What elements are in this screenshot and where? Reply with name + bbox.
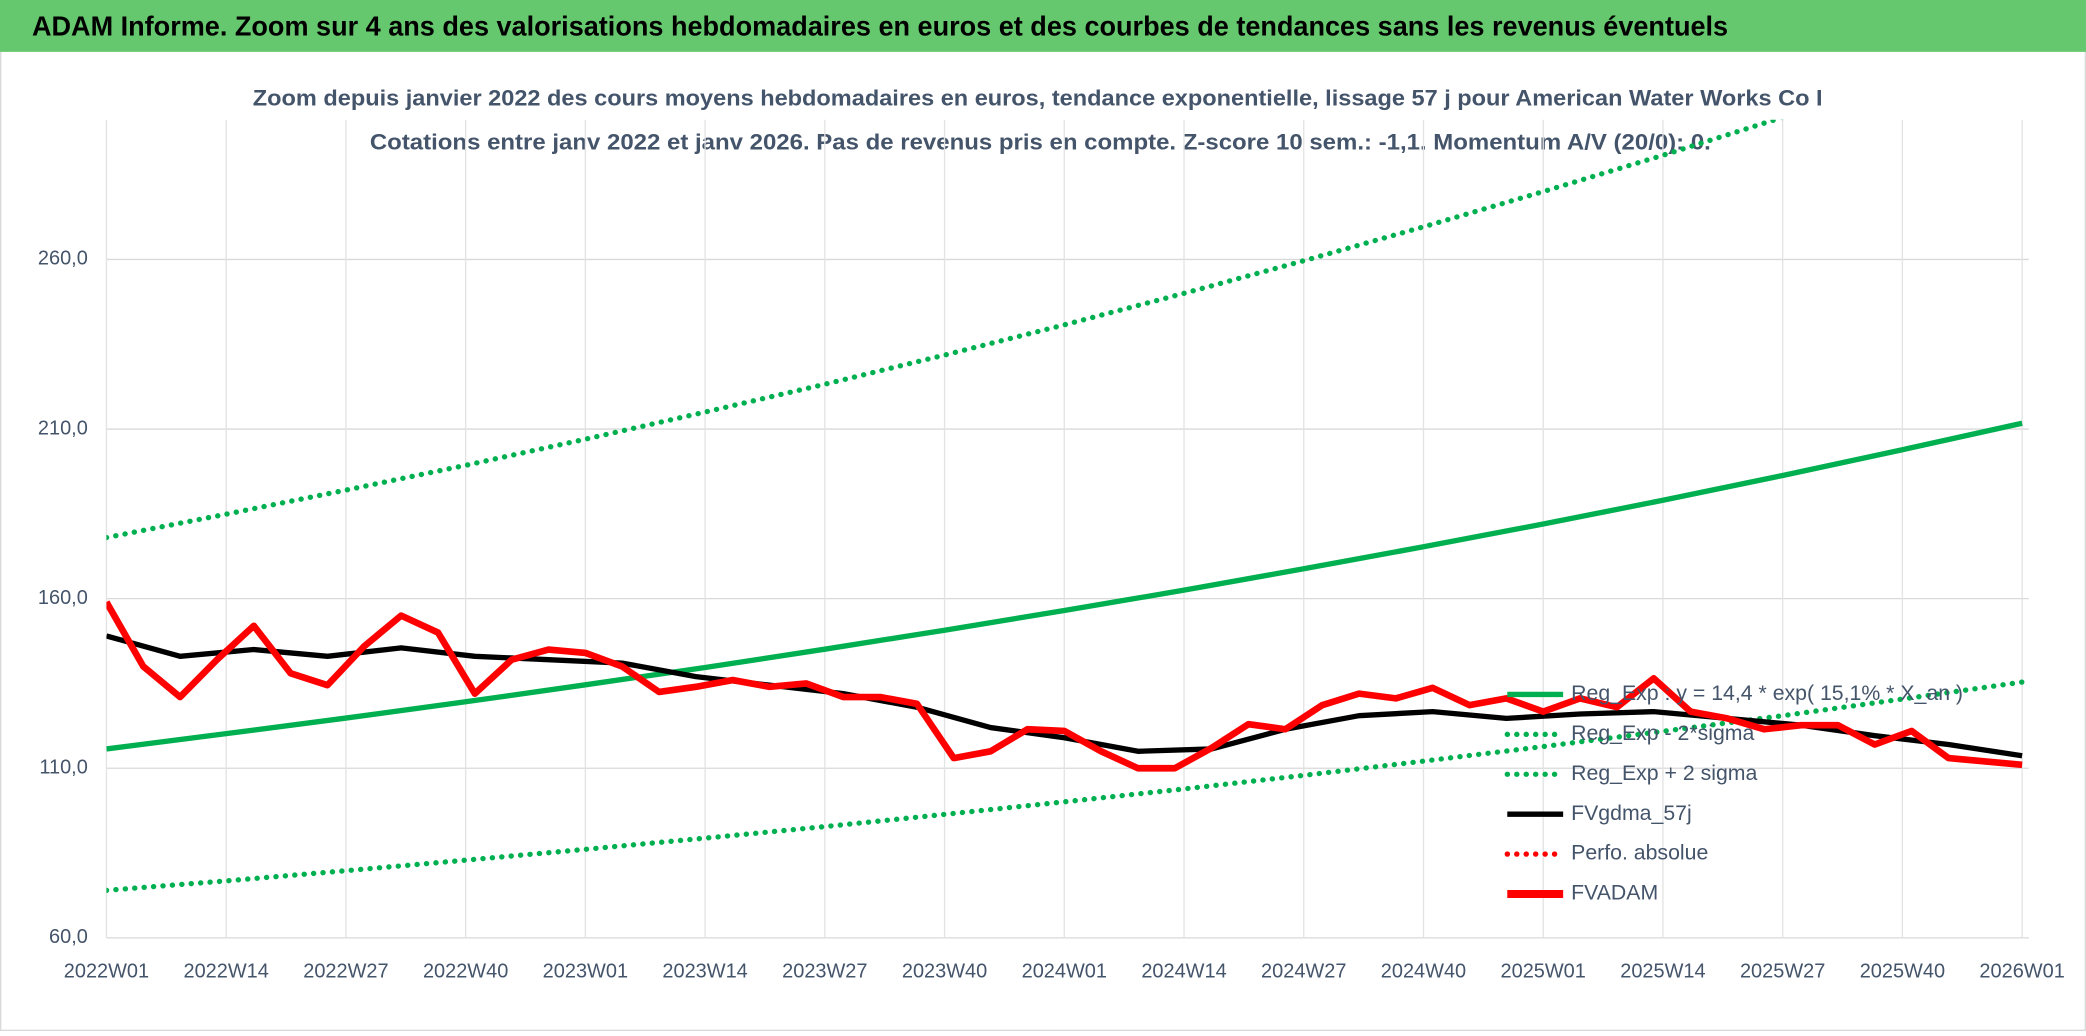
chart-subtitle: Cotations entre janv 2022 et janv 2026. …: [370, 130, 1711, 155]
x-tick-label: 2023W14: [662, 961, 747, 983]
x-tick-label: 2024W01: [1022, 961, 1107, 983]
x-tick-label: 2025W14: [1620, 961, 1705, 983]
legend-label: FVADAM: [1571, 881, 1658, 905]
legend-label: FVgdma_57j: [1571, 801, 1692, 825]
x-tick-label: 2023W01: [543, 961, 628, 983]
chart-title: Zoom depuis janvier 2022 des cours moyen…: [253, 86, 1823, 111]
x-tick-label: 2024W27: [1261, 961, 1346, 983]
x-tick-label: 2023W40: [902, 961, 987, 983]
y-tick-label: 60,0: [49, 926, 88, 948]
x-tick-label: 2025W40: [1860, 961, 1945, 983]
x-tick-label: 2022W01: [64, 961, 149, 983]
header-bar: [0, 0, 2086, 52]
x-tick-label: 2025W27: [1740, 961, 1825, 983]
y-tick-label: 110,0: [39, 757, 87, 779]
legend-label: Perfo. absolue: [1571, 841, 1708, 865]
series-line: [106, 679, 2025, 894]
legend-label: Reg_Exp - 2*sigma: [1571, 721, 1754, 745]
header-title: ADAM Informe. Zoom sur 4 ans des valoris…: [32, 10, 1728, 41]
x-tick-label: 2022W27: [303, 961, 388, 983]
x-tick-label: 2023W27: [782, 961, 867, 983]
x-tick-label: 2024W40: [1381, 961, 1466, 983]
series-line: [106, 600, 2023, 772]
legend-label: Reg_Exp : y = 14,4 * exp( 15,1% * X_an ): [1571, 681, 1963, 705]
x-tick-label: 2025W01: [1501, 961, 1586, 983]
series-line: [106, 119, 1784, 541]
x-tick-label: 2022W40: [423, 961, 508, 983]
legend-label: Reg_Exp + 2 sigma: [1571, 761, 1757, 785]
x-tick-label: 2024W14: [1141, 961, 1226, 983]
series-line: [106, 420, 2023, 752]
x-tick-label: 2022W14: [184, 961, 269, 983]
y-tick-label: 210,0: [38, 417, 88, 439]
x-tick-label: 2026W01: [1979, 961, 2064, 983]
y-tick-label: 260,0: [38, 248, 88, 270]
y-tick-label: 160,0: [38, 587, 88, 609]
